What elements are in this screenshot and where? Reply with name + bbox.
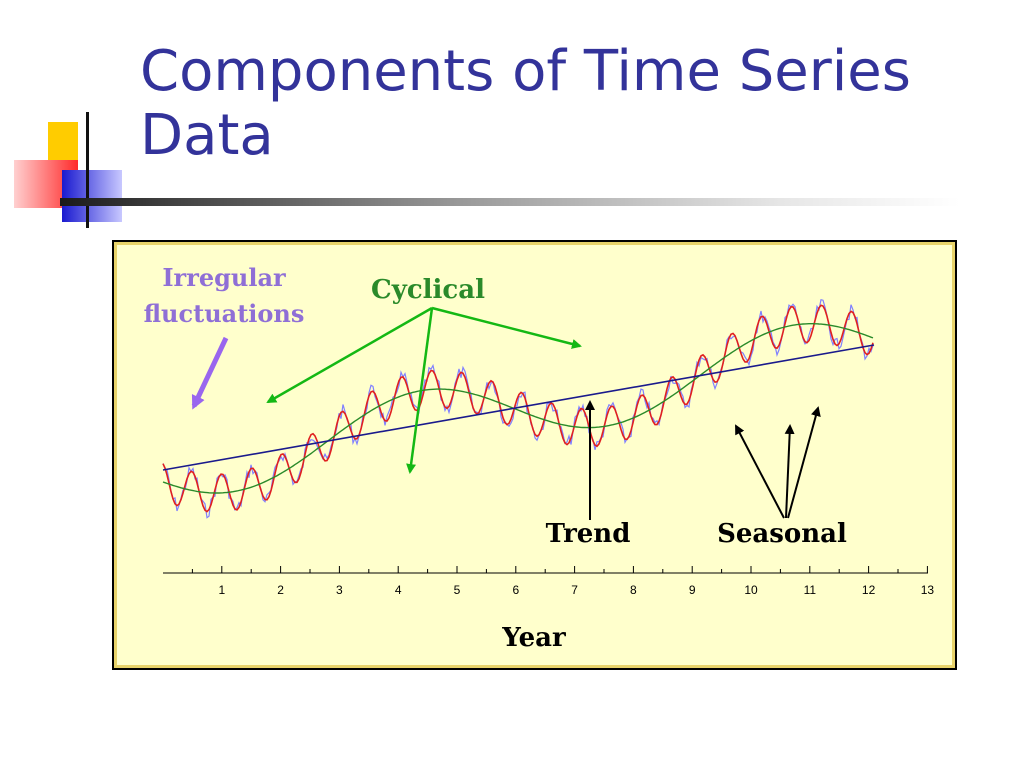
deco-yellow-square xyxy=(48,122,78,166)
x-tick-label: 2 xyxy=(277,583,284,597)
x-tick-label: 8 xyxy=(630,583,637,597)
cyclical-arrow-left xyxy=(266,306,433,404)
x-tick-label: 4 xyxy=(395,583,402,597)
label-trend: Trend xyxy=(546,519,631,549)
x-axis-ticks: 1 2 3 4 5 6 7 8 9 10 11 12 13 xyxy=(191,566,935,597)
x-tick-label: 3 xyxy=(336,583,343,597)
x-tick-label: 11 xyxy=(804,583,817,597)
label-seasonal: Seasonal xyxy=(717,519,847,549)
label-irregular-line1: Irregular xyxy=(162,263,286,292)
deco-vertical-line xyxy=(86,112,89,228)
x-tick-label: 13 xyxy=(921,583,935,597)
seasonal-arrow-2 xyxy=(784,424,795,519)
diagram-canvas: Irregular fluctuations Cyclical Trend Se… xyxy=(144,263,935,653)
x-tick-label: 9 xyxy=(689,583,696,597)
deco-blue-square xyxy=(62,170,122,222)
trend-line xyxy=(162,344,875,471)
x-tick-label: 5 xyxy=(454,583,461,597)
cyclical-arrow-down xyxy=(406,307,434,474)
x-axis-label: Year xyxy=(501,623,566,653)
x-tick-label: 6 xyxy=(512,583,519,597)
irregular-arrow xyxy=(191,336,229,410)
cyclical-line xyxy=(162,322,874,494)
x-tick-label: 7 xyxy=(571,583,578,597)
slide-title-line1: Components of Time Series xyxy=(140,39,911,104)
slide-title: Components of Time Series Data xyxy=(140,40,911,168)
x-tick-label: 10 xyxy=(744,583,758,597)
x-tick-label: 1 xyxy=(218,583,225,597)
label-irregular-line2: fluctuations xyxy=(144,299,305,328)
seasonal-line xyxy=(162,304,874,513)
slide-title-line2: Data xyxy=(140,103,274,168)
cyclical-arrow-right xyxy=(431,306,582,349)
seasonal-arrow-1 xyxy=(735,424,785,519)
label-cyclical: Cyclical xyxy=(371,275,485,305)
x-tick-label: 12 xyxy=(862,583,876,597)
time-series-diagram: Irregular fluctuations Cyclical Trend Se… xyxy=(112,240,957,670)
seasonal-arrow-3 xyxy=(787,406,821,519)
title-underline xyxy=(60,198,960,206)
